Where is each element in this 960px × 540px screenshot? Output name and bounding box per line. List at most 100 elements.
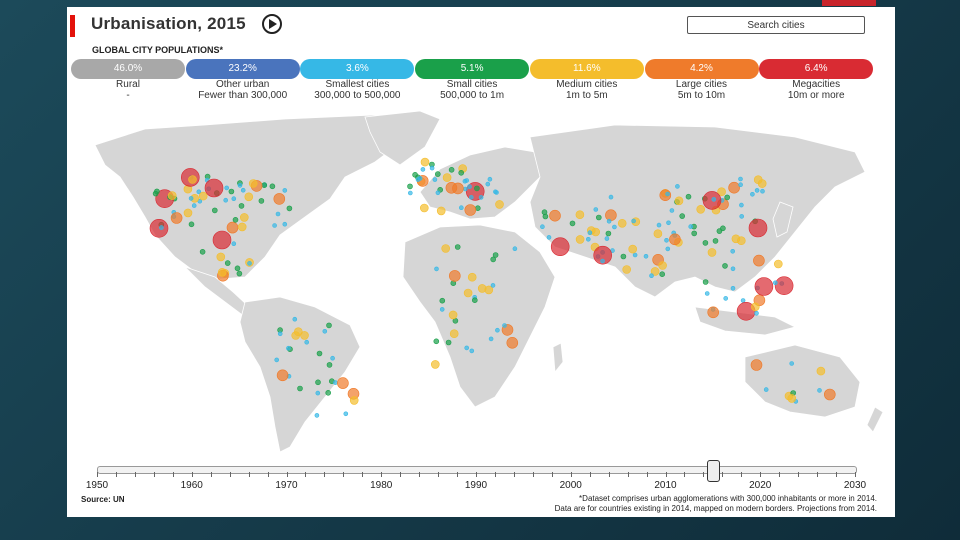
city-marker[interactable]	[464, 345, 470, 351]
city-marker[interactable]	[152, 190, 159, 197]
city-marker[interactable]	[620, 253, 627, 260]
city-marker[interactable]	[315, 390, 321, 396]
city-marker[interactable]	[159, 225, 164, 230]
city-marker[interactable]	[282, 221, 288, 227]
city-marker[interactable]	[291, 331, 300, 340]
city-marker[interactable]	[669, 208, 675, 213]
city-marker[interactable]	[643, 254, 649, 259]
timeline-handle[interactable]	[706, 460, 720, 482]
legend-item[interactable]: 3.6% Smallest cities 300,000 to 500,000	[300, 59, 415, 101]
play-button[interactable]	[262, 14, 282, 34]
city-marker[interactable]	[753, 175, 763, 184]
city-marker[interactable]	[273, 193, 286, 205]
city-marker[interactable]	[170, 212, 183, 224]
city-marker[interactable]	[789, 361, 795, 366]
legend-percentage[interactable]: 3.6%	[300, 59, 415, 79]
city-marker[interactable]	[442, 173, 452, 182]
city-marker[interactable]	[658, 261, 667, 270]
city-marker[interactable]	[754, 277, 774, 296]
city-marker[interactable]	[237, 222, 247, 232]
city-marker[interactable]	[314, 413, 320, 418]
city-marker[interactable]	[669, 233, 681, 246]
city-marker[interactable]	[420, 157, 430, 167]
city-marker[interactable]	[653, 229, 663, 238]
city-marker[interactable]	[631, 218, 636, 224]
city-marker[interactable]	[600, 258, 605, 264]
city-marker[interactable]	[343, 411, 349, 417]
city-marker[interactable]	[506, 337, 519, 349]
city-marker[interactable]	[550, 237, 570, 256]
city-marker[interactable]	[823, 388, 836, 401]
city-marker[interactable]	[679, 213, 686, 219]
city-marker[interactable]	[448, 310, 458, 320]
city-marker[interactable]	[617, 219, 627, 228]
city-marker[interactable]	[730, 249, 736, 254]
legend-percentage[interactable]: 11.6%	[529, 59, 644, 79]
city-marker[interactable]	[739, 214, 745, 219]
city-marker[interactable]	[439, 307, 445, 312]
city-marker[interactable]	[774, 276, 794, 295]
city-marker[interactable]	[237, 183, 243, 188]
city-marker[interactable]	[458, 170, 465, 176]
city-marker[interactable]	[495, 200, 504, 209]
city-marker[interactable]	[763, 387, 769, 392]
city-marker[interactable]	[649, 273, 654, 278]
city-marker[interactable]	[454, 244, 461, 250]
city-marker[interactable]	[608, 194, 614, 200]
city-marker[interactable]	[773, 259, 783, 269]
city-marker[interactable]	[474, 185, 480, 192]
city-marker[interactable]	[167, 191, 177, 200]
city-marker[interactable]	[724, 194, 731, 201]
city-marker[interactable]	[217, 268, 227, 277]
city-marker[interactable]	[650, 267, 660, 276]
legend-item[interactable]: 5.1% Small cities 500,000 to 1m	[415, 59, 530, 101]
city-marker[interactable]	[512, 246, 518, 251]
city-marker[interactable]	[191, 203, 197, 208]
city-marker[interactable]	[702, 240, 709, 246]
city-marker[interactable]	[226, 221, 239, 234]
city-marker[interactable]	[275, 211, 281, 217]
city-marker[interactable]	[272, 223, 277, 228]
city-marker[interactable]	[432, 177, 438, 182]
city-marker[interactable]	[587, 230, 593, 235]
city-marker[interactable]	[469, 348, 475, 354]
timeline-track[interactable]	[97, 466, 857, 474]
city-marker[interactable]	[702, 279, 709, 285]
city-marker[interactable]	[665, 246, 671, 252]
city-marker[interactable]	[495, 327, 500, 333]
city-marker[interactable]	[739, 202, 744, 208]
city-marker[interactable]	[467, 184, 472, 189]
city-marker[interactable]	[232, 217, 239, 223]
city-marker[interactable]	[691, 230, 698, 237]
city-marker[interactable]	[760, 188, 765, 194]
city-marker[interactable]	[223, 197, 228, 203]
city-marker[interactable]	[274, 357, 279, 363]
city-marker[interactable]	[430, 360, 440, 369]
city-marker[interactable]	[575, 235, 585, 244]
city-marker[interactable]	[412, 172, 418, 178]
city-marker[interactable]	[540, 224, 545, 229]
city-marker[interactable]	[240, 187, 246, 193]
city-marker[interactable]	[772, 280, 778, 286]
city-marker[interactable]	[605, 230, 612, 237]
city-marker[interactable]	[605, 209, 617, 221]
city-marker[interactable]	[464, 178, 470, 183]
city-marker[interactable]	[407, 183, 413, 190]
city-marker[interactable]	[748, 218, 768, 238]
city-marker[interactable]	[546, 235, 552, 240]
legend-item[interactable]: 46.0% Rural -	[71, 59, 185, 101]
city-marker[interactable]	[199, 249, 206, 255]
city-marker[interactable]	[212, 230, 232, 250]
city-marker[interactable]	[149, 219, 169, 238]
city-marker[interactable]	[196, 189, 202, 195]
city-marker[interactable]	[224, 185, 229, 191]
city-marker[interactable]	[485, 181, 491, 187]
city-marker[interactable]	[234, 265, 241, 272]
year-timeline[interactable]	[97, 460, 857, 482]
city-marker[interactable]	[502, 323, 507, 328]
city-marker[interactable]	[258, 198, 265, 204]
city-marker[interactable]	[753, 254, 765, 267]
city-marker[interactable]	[490, 283, 496, 288]
city-marker[interactable]	[711, 197, 717, 202]
city-marker[interactable]	[569, 220, 576, 227]
